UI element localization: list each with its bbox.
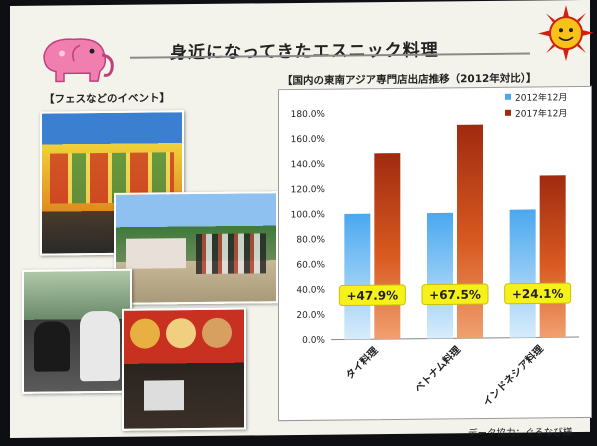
y-tick-label: 160.0% — [291, 135, 326, 145]
y-tick-label: 0.0% — [302, 336, 325, 346]
bar-2017-1 — [457, 124, 483, 339]
chart-section-label: 【国内の東南アジア専門店出店推移（2012年対比）】 — [282, 72, 537, 88]
legend-swatch — [505, 109, 511, 116]
bar-2012-0 — [344, 213, 371, 340]
legend-label: 2017年12月 — [515, 107, 567, 120]
x-axis-line — [331, 336, 579, 341]
annotation-badge — [421, 283, 489, 306]
people-eating-photo — [22, 268, 132, 394]
slide-title: 身近になってきたエスニック料理 — [170, 40, 439, 64]
festival-crowd-photo — [114, 191, 278, 305]
y-tick-label: 40.0% — [296, 285, 325, 295]
bar-2017-0 — [374, 153, 401, 340]
y-tick-label: 180.0% — [291, 110, 326, 120]
chart-panel: 0.0% 20.0% 40.0% 60.0% 80.0% 100.0% 120.0% 140.… — [278, 85, 592, 422]
y-tick-label: 140.0% — [291, 160, 326, 170]
y-tick-label: 60.0% — [296, 260, 325, 270]
x-category-label: インドネシア料理 — [480, 342, 546, 408]
bar-2012-1 — [427, 212, 453, 339]
bar-2017-2 — [539, 175, 566, 338]
y-tick-label: 120.0% — [291, 185, 326, 195]
data-credit: データ協力：ぐるなび様 — [468, 427, 573, 440]
elephant-logo-icon — [43, 38, 114, 83]
annotation-badge — [338, 284, 406, 307]
annotation-badge — [504, 282, 572, 305]
y-tick-label: 20.0% — [296, 311, 325, 321]
annotation-label: +47.9% — [346, 288, 398, 303]
y-tick-label: 100.0% — [291, 210, 326, 220]
annotation-label: +67.5% — [429, 288, 481, 303]
event-section-label: 【フェスなどのイベント】 — [44, 92, 170, 106]
bar-chart: 0.0% 20.0% 40.0% 60.0% 80.0% 100.0% 120.0% 140.… — [291, 91, 579, 409]
x-category-label: ベトナム料理 — [412, 343, 463, 395]
bar-2012-2 — [509, 209, 536, 338]
x-category-label: タイ料理 — [343, 344, 380, 382]
annotation-label: +24.1% — [512, 287, 564, 302]
slide: 身近になってきたエスニック料理 【フェスなどのイベント】 【国内の東南アジア専門… — [10, 0, 594, 440]
legend-swatch — [505, 93, 511, 100]
sun-logo-icon — [538, 5, 594, 62]
y-tick-label: 80.0% — [296, 235, 325, 245]
legend-label: 2012年12月 — [515, 91, 567, 104]
food-menu-photo — [122, 307, 246, 431]
